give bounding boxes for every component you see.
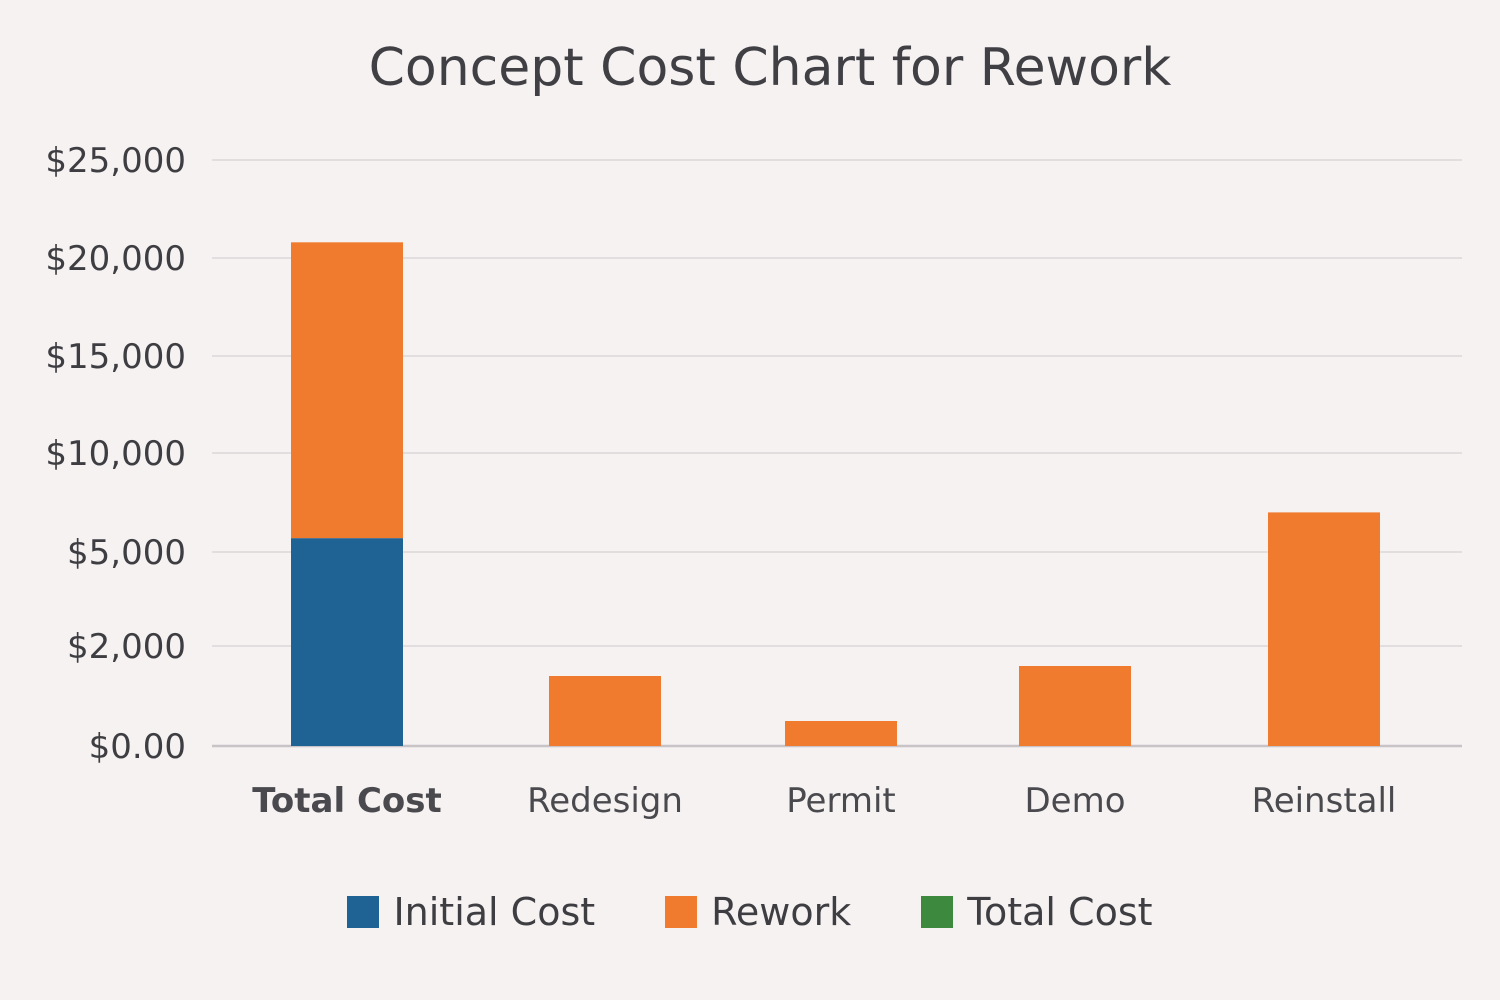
legend-item: Total Cost: [921, 890, 1153, 934]
x-tick-label: Redesign: [527, 781, 683, 821]
x-tick-label: Reinstall: [1252, 781, 1397, 821]
legend-label: Total Cost: [967, 890, 1153, 934]
y-tick-label: $15,000: [45, 337, 186, 377]
y-tick-label: $25,000: [45, 141, 186, 181]
y-tick-label: $5,000: [67, 533, 186, 573]
x-tick-label: Permit: [786, 781, 896, 821]
bar-initial-cost-total-cost: [291, 538, 403, 746]
x-tick-label: Total Cost: [252, 781, 442, 821]
y-tick-label: $10,000: [45, 434, 186, 474]
legend-label: Rework: [711, 890, 852, 934]
y-tick-label: $2,000: [67, 627, 186, 667]
legend-swatch: [347, 896, 380, 928]
bar-rework-reinstall: [1268, 512, 1380, 746]
bar-rework-demo: [1019, 666, 1131, 746]
legend-item: Rework: [665, 890, 851, 934]
bar-rework-redesign: [549, 676, 661, 746]
bar-rework-total-cost: [291, 242, 403, 539]
y-tick-label: $0.00: [89, 727, 186, 767]
chart-legend: Initial Cost Rework Total Cost: [0, 890, 1500, 934]
y-tick-label: $20,000: [45, 239, 186, 279]
bar-rework-permit: [785, 721, 897, 746]
x-tick-label: Demo: [1024, 781, 1125, 821]
legend-label: Initial Cost: [393, 890, 596, 934]
legend-swatch: [921, 896, 954, 928]
legend-item: Initial Cost: [347, 890, 595, 934]
legend-swatch: [665, 896, 698, 928]
chart-title: Concept Cost Chart for Rework: [368, 38, 1172, 98]
